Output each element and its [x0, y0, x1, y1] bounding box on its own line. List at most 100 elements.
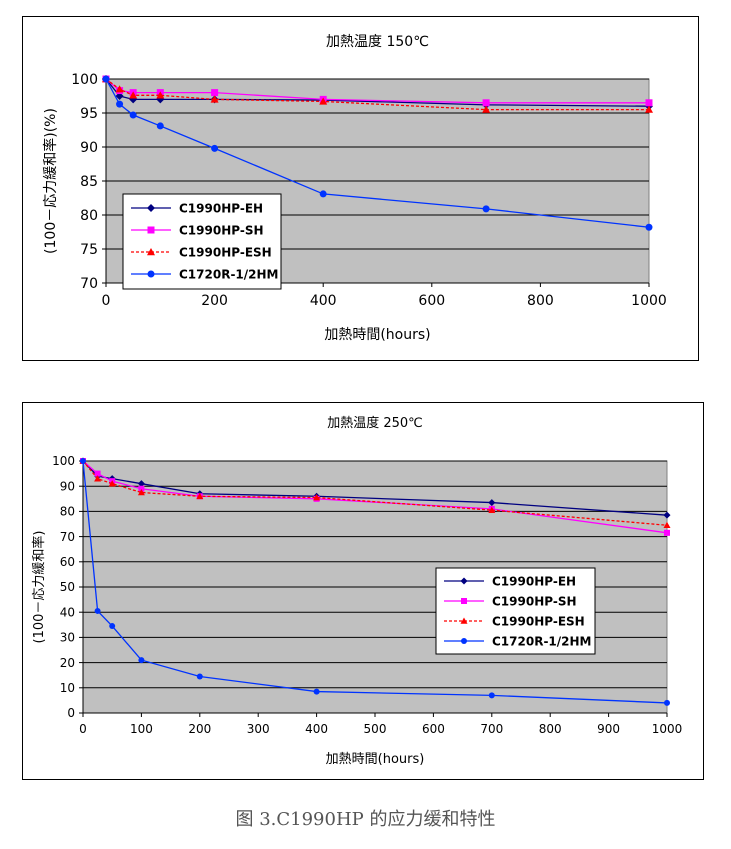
- chart-150-data-point-c1720r-1-2hm: [156, 122, 164, 130]
- chart-250-y-axis-label: (100－応力緩和率): [31, 531, 47, 644]
- chart-150-xtick-label: 800: [527, 293, 554, 309]
- chart-250-data-point-c1720r-1-2hm: [109, 623, 116, 630]
- chart-150-data-point-c1720r-1-2hm: [116, 100, 124, 108]
- chart-150-data-point-c1990hp-esh: [115, 85, 124, 93]
- chart-250-ytick-label: 80: [60, 505, 75, 519]
- chart-150-data-point-c1720r-1-2hm: [211, 144, 219, 152]
- chart-250-xtick-label: 900: [597, 722, 620, 736]
- chart-150-data-point-c1720r-1-2hm: [482, 205, 490, 213]
- chart-250-data-point-c1990hp-esh: [137, 489, 145, 496]
- chart-250-ytick-label: 10: [60, 681, 75, 695]
- chart-150-legend-marker-c1990hp-sh: [147, 226, 155, 234]
- chart-250-ytick-label: 100: [52, 454, 75, 468]
- chart-150-legend-label-c1720r-1-2hm: C1720R-1/2HM: [179, 268, 279, 282]
- chart-250-x-axis-label: 加熱時間(hours): [326, 752, 425, 767]
- chart-150-legend-marker-c1720r-1-2hm: [147, 270, 155, 278]
- chart-150-data-point-c1990hp-esh: [482, 105, 491, 113]
- chart-150-data-point-c1720r-1-2hm: [645, 223, 653, 231]
- chart-250-ytick-label: 30: [60, 631, 75, 645]
- chart-150-legend-marker-c1990hp-esh: [147, 248, 155, 256]
- chart-250-ytick-label: 40: [60, 605, 75, 619]
- chart-250-xtick-label: 300: [247, 722, 270, 736]
- chart-150-ytick-label: 100: [71, 72, 98, 88]
- chart-250-data-point-c1990hp-esh: [108, 480, 116, 487]
- chart-250-legend-label-c1990hp-eh: C1990HP-EH: [492, 575, 576, 589]
- chart-150-data-point-c1990hp-sh: [645, 99, 653, 107]
- chart-150-xtick-label: 0: [102, 293, 111, 309]
- chart-250-series-line-c1990hp-esh: [82, 460, 668, 526]
- chart-250-series-line-c1720r-1-2hm: [82, 460, 668, 704]
- chart-250-xtick-label: 100: [130, 722, 153, 736]
- chart-250-data-point-c1990hp-esh: [94, 475, 102, 482]
- chart-150-xtick-label: 400: [310, 293, 337, 309]
- chart-panel-150: 70 75 80 85 90 95 100 0 200 400 600 800 1000 加熱温度 150…: [22, 16, 699, 361]
- chart-250-ytick-label: 0: [67, 706, 75, 720]
- chart-150-xtick-label: 600: [418, 293, 445, 309]
- chart-250-data-point-c1720r-1-2hm: [138, 657, 145, 664]
- chart-150-data-point-c1990hp-esh: [645, 105, 653, 113]
- chart-250-legend-marker-c1720r-1-2hm: [461, 638, 467, 644]
- chart-250-data-point-c1720r-1-2hm: [94, 607, 101, 614]
- chart-250-ytick-label: 50: [60, 580, 75, 594]
- chart-150-data-point-c1990hp-esh: [129, 91, 138, 99]
- chart-250-ytick-label: 60: [60, 555, 75, 569]
- chart-250-data-point-c1720r-1-2hm: [488, 692, 495, 699]
- chart-150-series-line-c1990hp-esh: [105, 78, 649, 111]
- chart-250-data-point-c1990hp-sh: [94, 470, 101, 477]
- chart-250-xtick-label: 700: [480, 722, 503, 736]
- chart-150-ytick-label: 80: [80, 208, 98, 224]
- chart-250-xtick-label: 500: [364, 722, 387, 736]
- chart-150-data-point-c1720r-1-2hm: [102, 75, 110, 83]
- chart-250-data-point-c1720r-1-2hm: [664, 699, 670, 706]
- chart-250-legend-label-c1720r-1-2hm: C1720R-1/2HM: [492, 635, 592, 649]
- chart-250-ytick-label: 90: [60, 479, 75, 493]
- chart-250-legend-marker-c1990hp-sh: [461, 598, 467, 604]
- chart-150-data-point-c1720r-1-2hm: [319, 190, 327, 198]
- chart-250-data-point-c1990hp-esh: [196, 492, 204, 500]
- chart-250-title: 加熱温度 250℃: [327, 415, 423, 431]
- chart-150-ytick-label: 85: [80, 174, 98, 190]
- chart-250-xtick-label: 600: [422, 722, 445, 736]
- chart-250-legend-label-c1990hp-sh: C1990HP-SH: [492, 595, 577, 609]
- chart-250-data-point-c1720r-1-2hm: [196, 673, 203, 680]
- chart-150-data-point-c1990hp-esh: [210, 95, 219, 103]
- chart-150-y-axis-label: (100－応力緩和率)(%): [42, 108, 59, 254]
- chart-150-ytick-label: 95: [80, 106, 98, 122]
- chart-150-xtick-label: 1000: [631, 293, 667, 309]
- chart-150-legend-marker-c1990hp-eh: [147, 204, 155, 212]
- chart-panel-250: 0 10 20 30 40 50 60 70 80 90 100 0 100 200 300 400 500 60…: [22, 402, 704, 780]
- chart-150-series-c1990hp-esh: [102, 75, 653, 113]
- chart-150-series-c1720r-1-2hm: [102, 75, 653, 231]
- chart-250-data-point-c1720r-1-2hm: [313, 688, 320, 695]
- chart-250-legend-label-c1990hp-esh: C1990HP-ESH: [492, 615, 585, 629]
- chart-150-xtick-label: 200: [201, 293, 228, 309]
- chart-250-data-point-c1990hp-esh: [488, 506, 496, 513]
- chart-250-xtick-label: 200: [188, 722, 211, 736]
- chart-250-data-point-c1720r-1-2hm: [80, 458, 86, 464]
- figure-caption: 图 3.C1990HP 的应力缓和特性: [235, 809, 496, 830]
- chart-250-ytick-label: 70: [60, 530, 75, 544]
- chart-150-legend-label-c1990hp-esh: C1990HP-ESH: [179, 246, 272, 260]
- chart-250-data-point-c1990hp-esh: [313, 494, 321, 501]
- chart-150-legend-label-c1990hp-sh: C1990HP-SH: [179, 224, 264, 238]
- chart-150-legend-label-c1990hp-eh: C1990HP-EH: [179, 202, 263, 216]
- chart-150-ytick-label: 70: [80, 276, 98, 292]
- chart-150-data-point-c1990hp-esh: [156, 91, 165, 99]
- chart-150-data-point-c1720r-1-2hm: [129, 111, 137, 119]
- chart-250-xtick-label: 400: [305, 722, 328, 736]
- chart-250-data-point-c1990hp-sh: [138, 485, 145, 492]
- chart-250-xtick-label: 800: [539, 722, 562, 736]
- chart-250-data-point-c1990hp-eh: [137, 480, 145, 488]
- chart-150-data-point-c1990hp-esh: [319, 97, 328, 105]
- chart-250-legend-marker-c1990hp-esh: [460, 617, 468, 624]
- chart-150-ytick-label: 90: [80, 140, 98, 156]
- chart-250-ytick-label: 20: [60, 656, 75, 670]
- chart-150-title: 加熱温度 150℃: [326, 34, 429, 50]
- chart-150-ytick-label: 75: [80, 242, 98, 258]
- chart-250-data-point-c1990hp-esh: [663, 521, 671, 529]
- chart-250-data-point-c1990hp-eh: [488, 499, 496, 507]
- chart-250-svg: 0 10 20 30 40 50 60 70 80 90 100 0 100 200 300 400 500 60…: [31, 415, 682, 767]
- chart-250-xtick-label: 0: [79, 722, 87, 736]
- chart-150-data-point-c1990hp-sh: [482, 99, 490, 107]
